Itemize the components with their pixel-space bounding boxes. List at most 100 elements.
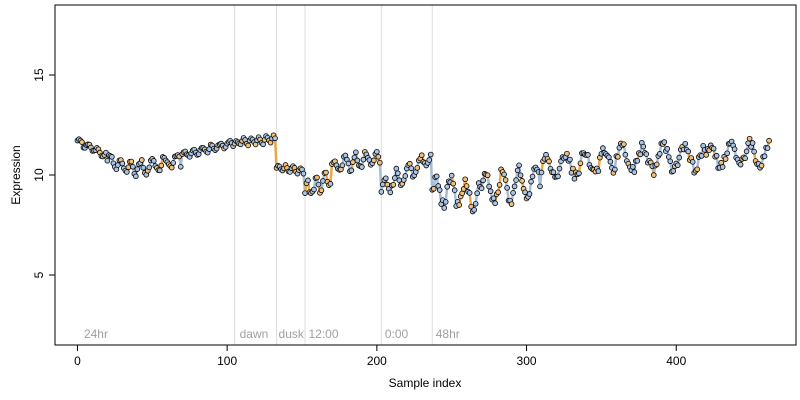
- data-point: [441, 205, 448, 211]
- data-point: [713, 152, 720, 159]
- data-point: [158, 162, 165, 169]
- data-point: [766, 137, 772, 144]
- data-point: [392, 175, 398, 181]
- data-point: [607, 158, 614, 165]
- data-point: [761, 153, 768, 160]
- data-point: [414, 165, 421, 171]
- data-point: [371, 157, 377, 164]
- annotation-layer: 24hr dawn dusk 12:00 0:00 48hr: [84, 327, 460, 341]
- time-annotation: dusk: [279, 327, 305, 341]
- data-point: [104, 157, 111, 164]
- points-layer: [74, 132, 772, 215]
- data-point: [537, 183, 543, 190]
- data-point: [375, 153, 382, 160]
- data-point: [272, 135, 278, 142]
- trend-segment: [329, 162, 334, 186]
- x-tick-label: 100: [217, 354, 237, 368]
- data-point: [606, 154, 612, 161]
- data-point: [462, 176, 468, 183]
- data-point: [478, 185, 485, 192]
- data-point: [546, 158, 552, 165]
- data-point: [682, 140, 689, 147]
- data-point: [360, 156, 367, 163]
- data-point: [504, 185, 510, 191]
- data-point: [345, 160, 352, 167]
- data-point: [676, 154, 683, 161]
- time-annotation: 24hr: [84, 327, 108, 341]
- data-point: [643, 151, 650, 157]
- data-point: [571, 175, 578, 182]
- data-point: [442, 199, 449, 205]
- data-point: [490, 195, 497, 202]
- data-point: [661, 139, 668, 145]
- data-point: [615, 154, 621, 160]
- data-point: [650, 172, 657, 178]
- data-point: [402, 173, 409, 179]
- data-point: [315, 181, 322, 188]
- data-point: [595, 168, 602, 174]
- data-point: [430, 185, 437, 192]
- data-point: [302, 190, 308, 196]
- data-point: [621, 141, 627, 147]
- data-point: [502, 177, 509, 183]
- data-point: [550, 169, 557, 176]
- data-point: [743, 148, 750, 155]
- data-point: [631, 169, 638, 175]
- trend-line-layer: [76, 134, 771, 213]
- data-point: [622, 151, 629, 158]
- data-point: [570, 165, 576, 172]
- data-point: [177, 163, 184, 170]
- data-point: [448, 172, 455, 179]
- data-point: [444, 183, 451, 190]
- data-point: [436, 187, 443, 193]
- data-point: [513, 177, 519, 183]
- y-axis-label: Expression: [9, 145, 23, 204]
- data-point: [79, 139, 85, 145]
- data-point: [731, 146, 738, 152]
- data-point: [555, 173, 561, 180]
- data-point: [674, 162, 681, 169]
- data-point: [393, 165, 400, 172]
- data-point: [318, 187, 325, 194]
- data-point: [612, 166, 618, 173]
- data-point: [737, 161, 744, 168]
- trend-segment: [273, 137, 278, 170]
- data-point: [426, 157, 433, 163]
- x-tick-label: 200: [367, 354, 387, 368]
- x-tick-label: 400: [666, 354, 686, 368]
- data-point: [245, 142, 251, 149]
- data-point: [115, 162, 121, 168]
- data-point: [653, 161, 660, 168]
- data-point: [456, 202, 462, 208]
- data-point: [724, 150, 730, 157]
- data-point: [511, 183, 518, 190]
- data-point: [742, 155, 748, 162]
- data-point: [383, 175, 389, 182]
- data-point: [472, 200, 479, 207]
- y-tick-label: 5: [32, 271, 46, 278]
- data-point: [170, 160, 177, 166]
- data-point: [749, 140, 756, 146]
- data-point: [630, 164, 636, 170]
- data-point: [130, 163, 136, 170]
- data-point: [471, 207, 477, 213]
- data-point: [703, 152, 709, 158]
- data-point: [634, 158, 641, 164]
- data-point: [710, 145, 717, 152]
- data-point: [576, 170, 582, 177]
- separator-layer: [234, 5, 433, 345]
- data-point: [125, 164, 132, 171]
- data-point: [694, 166, 700, 173]
- y-axis: 5 10 15: [32, 68, 55, 278]
- data-point: [746, 135, 753, 142]
- data-point: [320, 178, 326, 184]
- x-tick-label: 300: [517, 354, 537, 368]
- data-point: [529, 173, 536, 180]
- data-point: [408, 165, 415, 172]
- data-point: [139, 157, 145, 163]
- data-point: [140, 164, 147, 171]
- data-point: [492, 200, 498, 207]
- data-point: [390, 181, 397, 188]
- data-point: [600, 145, 606, 151]
- data-point: [109, 154, 115, 160]
